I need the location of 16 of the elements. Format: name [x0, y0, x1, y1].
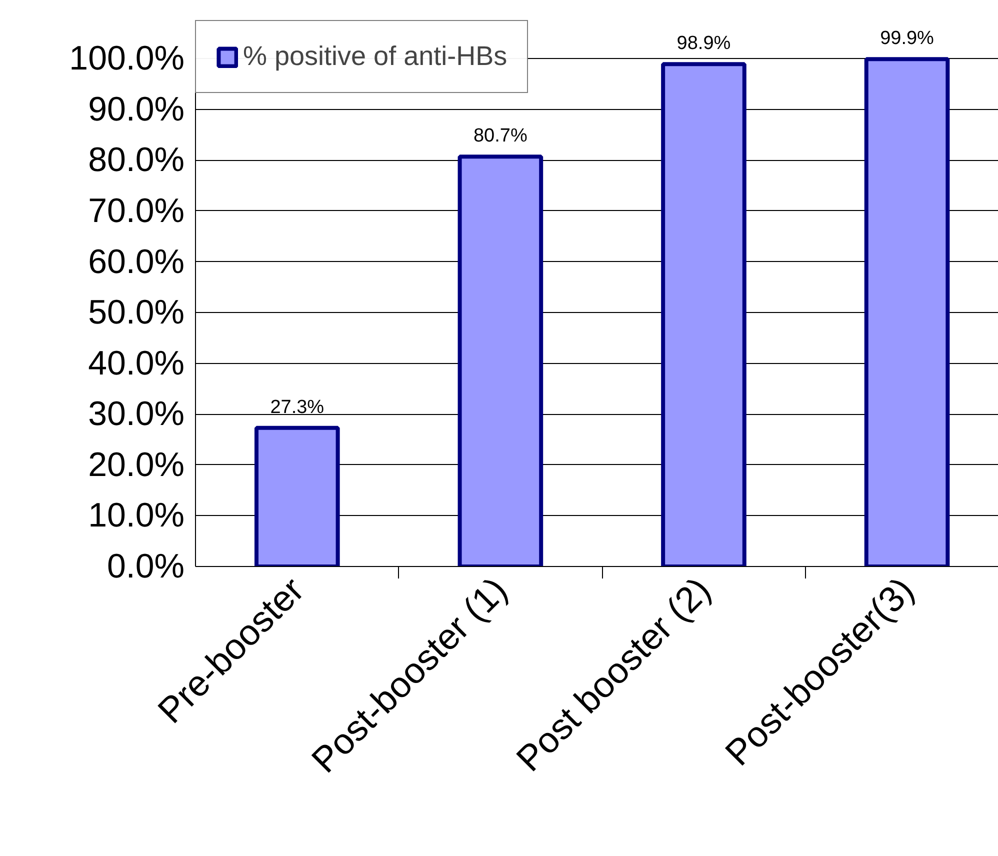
y-tick-label: 20.0% [88, 446, 184, 484]
y-tick-label: 10.0% [88, 496, 184, 535]
data-label: 99.9% [880, 28, 934, 50]
y-tick-label: 40.0% [88, 344, 184, 382]
data-label: 27.3% [270, 396, 324, 418]
y-tick-label: 70.0% [88, 192, 184, 230]
y-tick-label: 80.0% [88, 141, 184, 180]
data-label: 98.9% [676, 33, 731, 54]
y-tick-label: 60.0% [88, 242, 184, 281]
y-tick-label: 100.0% [69, 40, 185, 78]
y-tick-label: 50.0% [88, 294, 184, 332]
legend-label: % positive of anti-HBs [243, 41, 508, 72]
y-tick-label: 90.0% [88, 90, 184, 128]
y-tick-label: 0.0% [107, 548, 185, 586]
y-tick-label: 30.0% [88, 395, 184, 434]
data-label: 80.7% [474, 126, 528, 147]
